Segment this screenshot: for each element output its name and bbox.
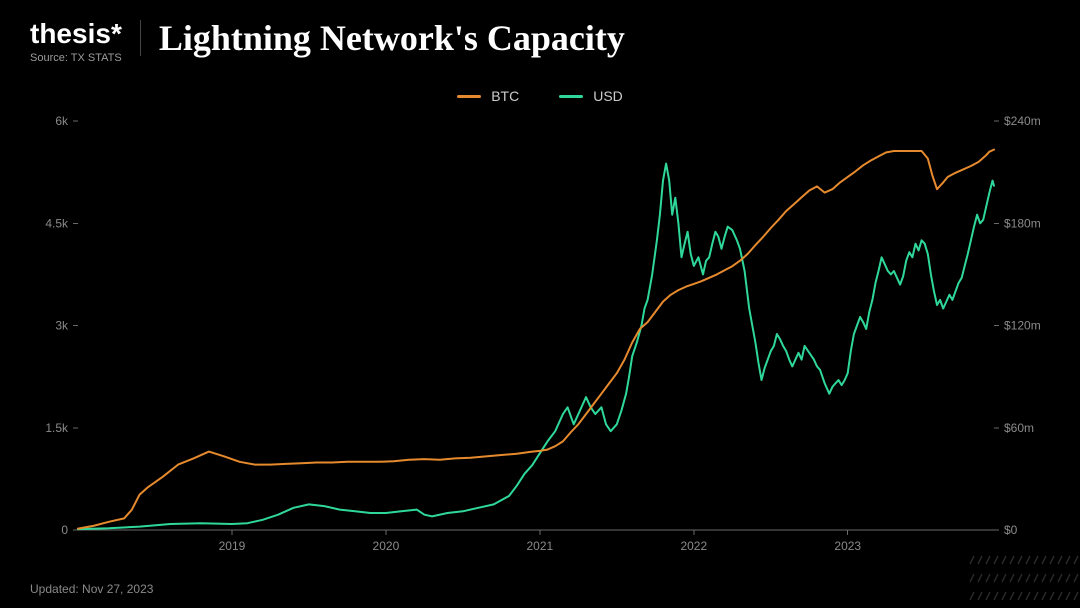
page-title: Lightning Network's Capacity <box>159 20 625 56</box>
header-divider <box>140 20 141 56</box>
svg-text:$120m: $120m <box>1004 319 1041 333</box>
source-label: Source: TX STATS <box>30 52 122 64</box>
svg-text:3k: 3k <box>55 319 69 333</box>
legend-label-btc: BTC <box>491 88 519 104</box>
svg-text:$180m: $180m <box>1004 216 1041 230</box>
chart-legend: BTC USD <box>0 88 1080 104</box>
chart-svg: 0 1.5k 3k 4.5k 6k $0 $60m $120m $180m $240m 2019 20… <box>30 115 1050 558</box>
svg-text:2021: 2021 <box>526 539 553 553</box>
legend-swatch-usd <box>559 95 583 98</box>
svg-text:6k: 6k <box>55 115 69 128</box>
svg-text:$240m: $240m <box>1004 115 1041 128</box>
brand-logo: thesis* <box>30 20 122 48</box>
svg-text:2023: 2023 <box>834 539 861 553</box>
legend-item-btc: BTC <box>457 88 519 104</box>
svg-text:$60m: $60m <box>1004 421 1034 435</box>
svg-text:2022: 2022 <box>680 539 707 553</box>
series-usd <box>78 164 994 529</box>
legend-item-usd: USD <box>559 88 623 104</box>
brand-block: thesis* Source: TX STATS <box>30 20 122 64</box>
legend-swatch-btc <box>457 95 481 98</box>
svg-text:1.5k: 1.5k <box>45 421 69 435</box>
series-btc <box>78 150 994 529</box>
chart-area: 0 1.5k 3k 4.5k 6k $0 $60m $120m $180m $240m 2019 20… <box>30 115 1050 558</box>
svg-text:2020: 2020 <box>373 539 400 553</box>
svg-text:2019: 2019 <box>219 539 246 553</box>
legend-label-usd: USD <box>593 88 623 104</box>
brand-logo-text: thesis <box>30 18 111 49</box>
brand-logo-star: * <box>111 18 122 49</box>
updated-label: Updated: Nov 27, 2023 <box>30 582 153 596</box>
svg-text:0: 0 <box>61 523 68 537</box>
svg-text:4.5k: 4.5k <box>45 216 69 230</box>
header: thesis* Source: TX STATS Lightning Netwo… <box>30 20 1050 64</box>
svg-text:$0: $0 <box>1004 523 1018 537</box>
